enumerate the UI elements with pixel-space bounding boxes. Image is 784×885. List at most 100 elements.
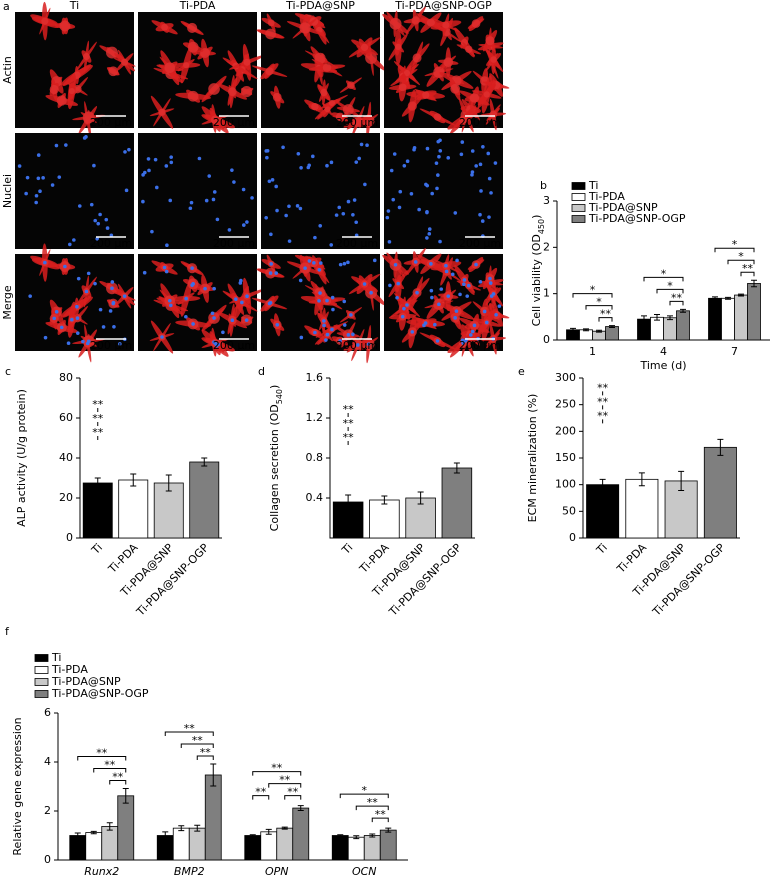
nucleus bbox=[324, 338, 328, 342]
significance-bracket bbox=[727, 259, 755, 265]
nucleus bbox=[167, 298, 172, 303]
nucleus bbox=[405, 303, 409, 307]
actin-body bbox=[342, 104, 354, 116]
nucleus bbox=[386, 209, 391, 213]
nucleus bbox=[322, 323, 326, 328]
micrograph bbox=[138, 133, 257, 249]
nucleus bbox=[462, 282, 466, 287]
nucleus bbox=[270, 178, 275, 182]
nucleus bbox=[479, 189, 483, 193]
row-title: Nuclei bbox=[1, 174, 14, 208]
nucleus bbox=[84, 289, 89, 294]
significance-label: ** bbox=[96, 746, 108, 759]
nucleus bbox=[429, 288, 434, 293]
nucleus bbox=[313, 330, 317, 335]
nucleus bbox=[453, 211, 458, 215]
bar bbox=[189, 461, 220, 539]
y-axis-label-part: ALP activity (U/g protein) bbox=[15, 389, 28, 527]
actin-body bbox=[106, 46, 118, 59]
actin-body bbox=[265, 28, 276, 40]
actin-body bbox=[265, 67, 274, 76]
significance-bracket bbox=[252, 795, 270, 800]
actin-body bbox=[443, 57, 454, 68]
nucleus bbox=[351, 332, 355, 337]
error-bar bbox=[751, 279, 757, 288]
nucleus bbox=[41, 176, 45, 180]
significance-bracket bbox=[180, 743, 214, 748]
nucleus bbox=[34, 193, 39, 198]
legend-swatch bbox=[571, 193, 586, 201]
nucleus bbox=[325, 332, 330, 337]
bar bbox=[379, 829, 397, 861]
nucleus bbox=[439, 287, 444, 291]
actin-body bbox=[49, 84, 59, 95]
nucleus bbox=[325, 298, 329, 303]
nucleus bbox=[162, 265, 167, 270]
y-tick-label: 0.4 bbox=[306, 491, 324, 504]
actin-body bbox=[442, 21, 450, 29]
nucleus bbox=[118, 342, 122, 346]
legend-label: Ti bbox=[51, 651, 61, 664]
nucleus bbox=[454, 309, 459, 313]
significance-label: ** bbox=[597, 395, 609, 408]
error-bar bbox=[678, 470, 685, 492]
nucleus bbox=[359, 142, 364, 147]
nucleus bbox=[299, 335, 304, 340]
cells bbox=[149, 20, 266, 134]
legend-swatch bbox=[571, 215, 586, 223]
nucleus bbox=[430, 191, 434, 196]
cells bbox=[30, 1, 136, 140]
nucleus bbox=[468, 333, 473, 337]
error-bar bbox=[712, 296, 718, 301]
actin-body bbox=[68, 88, 75, 95]
nucleus bbox=[268, 271, 273, 275]
y-tick-label: 80 bbox=[59, 371, 73, 384]
nucleus bbox=[352, 198, 357, 202]
nucleus bbox=[366, 342, 371, 346]
nucleus bbox=[415, 290, 419, 295]
x-tick-label: OPN bbox=[265, 865, 289, 878]
nucleus bbox=[25, 175, 30, 180]
y-tick-label: 50 bbox=[562, 504, 576, 517]
actin-body bbox=[82, 53, 90, 61]
nucleus bbox=[296, 152, 301, 156]
nucleus bbox=[245, 220, 249, 224]
cells bbox=[251, 254, 386, 364]
significance-bracket bbox=[656, 288, 684, 294]
nucleus bbox=[337, 205, 342, 210]
nucleus bbox=[143, 170, 147, 175]
x-tick-label: 7 bbox=[731, 345, 738, 358]
actin-body bbox=[322, 63, 332, 72]
significance-label: ** bbox=[192, 734, 204, 747]
nucleus bbox=[362, 282, 367, 286]
nucleus bbox=[204, 198, 209, 203]
y-tick-label: 250 bbox=[555, 398, 576, 411]
actin-body bbox=[161, 23, 168, 31]
nucleus bbox=[36, 153, 41, 157]
actin-body bbox=[41, 17, 49, 25]
bar bbox=[153, 482, 184, 539]
nucleus bbox=[463, 339, 468, 343]
significance-label: * bbox=[596, 296, 602, 309]
nucleus bbox=[365, 143, 369, 148]
nucleus bbox=[478, 162, 483, 167]
bar bbox=[276, 827, 294, 861]
cells bbox=[385, 138, 498, 244]
nucleus bbox=[232, 180, 236, 184]
nucleus bbox=[245, 294, 249, 299]
panel-label: c bbox=[5, 365, 11, 378]
nucleus bbox=[453, 316, 457, 320]
bar bbox=[734, 294, 748, 341]
actin-body bbox=[243, 58, 251, 66]
nucleus bbox=[317, 299, 321, 303]
legend-swatch bbox=[571, 204, 586, 212]
nucleus bbox=[287, 239, 292, 243]
nucleus bbox=[191, 322, 195, 326]
nucleus bbox=[92, 163, 96, 168]
significance-label: ** bbox=[92, 412, 104, 425]
nucleus bbox=[43, 260, 47, 265]
nucleus bbox=[81, 339, 85, 344]
x-tick-label: OCN bbox=[352, 865, 377, 878]
nucleus bbox=[240, 300, 244, 305]
